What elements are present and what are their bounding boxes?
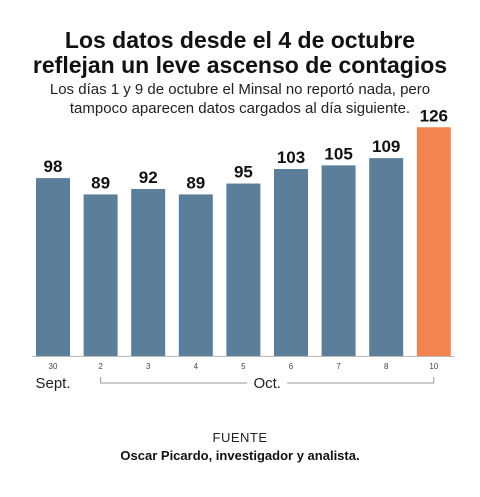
tick-label-4: 4 — [194, 362, 199, 371]
tick-label-8: 8 — [384, 362, 389, 371]
tick-label-3: 3 — [146, 362, 151, 371]
bar-8 — [369, 158, 404, 356]
bar-3 — [131, 188, 166, 356]
group-bracket-Oct — [100, 377, 435, 384]
bar-4 — [178, 194, 213, 356]
month-label-Sept: Sept. — [35, 375, 70, 392]
tick-label-7: 7 — [336, 362, 341, 371]
title-line-1: Los datos desde el 4 de octubre — [64, 27, 416, 53]
bar-2 — [83, 194, 118, 356]
tick-label-10: 10 — [429, 362, 438, 371]
tick-label-2: 2 — [98, 362, 103, 371]
data-label-6: 103 — [277, 148, 305, 167]
subtitle-line-2: tampoco aparecen datos cargados al día s… — [69, 100, 411, 117]
data-label-30: 98 — [44, 157, 63, 176]
data-label-3: 92 — [139, 168, 158, 187]
data-label-4: 89 — [186, 173, 205, 192]
month-label-Oct: Oct. — [253, 375, 281, 392]
data-label-10: 126 — [420, 106, 448, 125]
bar-5 — [226, 183, 261, 356]
chart-title: Los datos desde el 4 de octubre reflejan… — [0, 28, 480, 78]
subtitle-line-1: Los días 1 y 9 de octubre el Minsal no r… — [49, 81, 431, 98]
chart-subtitle: Los días 1 y 9 de octubre el Minsal no r… — [0, 80, 480, 118]
data-label-7: 105 — [324, 144, 352, 163]
tick-label-30: 30 — [49, 362, 58, 371]
tick-label-5: 5 — [241, 362, 246, 371]
data-label-5: 95 — [234, 163, 253, 182]
data-label-2: 89 — [91, 173, 110, 192]
bar-10 — [416, 127, 451, 356]
title-line-2: reflejan un leve ascenso de contagios — [32, 52, 448, 78]
source-label: FUENTE — [212, 430, 268, 445]
data-label-8: 109 — [372, 137, 400, 156]
source-name: Oscar Picardo, investigador y analista. — [120, 448, 360, 463]
bar-6 — [274, 169, 308, 356]
bar-7 — [321, 165, 356, 356]
bar-chart: 98 30 89 2 92 3 89 4 95 5 103 6 105 7 109 8 126 10 Sept. Oc… — [32, 106, 455, 392]
tick-label-6: 6 — [289, 362, 294, 371]
bar-30 — [36, 178, 70, 356]
